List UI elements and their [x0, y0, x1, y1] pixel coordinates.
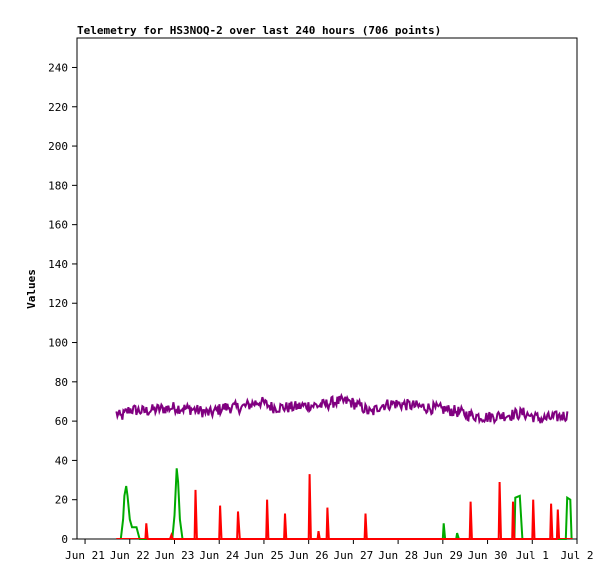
series-spikes-green [119, 468, 573, 540]
y-tick-label: 180 [48, 179, 68, 192]
y-axis-label: Values [25, 269, 38, 309]
y-tick-label: 140 [48, 258, 68, 271]
x-tick-label: Jun 26 [289, 549, 329, 562]
y-tick-label: 20 [55, 494, 68, 507]
y-tick-label: 60 [55, 415, 68, 428]
x-tick-label: Jun 27 [334, 549, 374, 562]
x-tick-label: Jul 2 [560, 549, 593, 562]
x-tick-label: Jul 1 [516, 549, 549, 562]
y-tick-label: 120 [48, 297, 68, 310]
x-tick-label: Jun 21 [65, 549, 105, 562]
x-axis: Jun 21 Jun 22 Jun 23 Jun 24 Jun 25 Jun 26 Jun … [65, 539, 594, 562]
series-line-purple [115, 392, 569, 425]
series-spikes-red [144, 474, 561, 540]
x-tick-label: Jun 24 [199, 549, 239, 562]
y-tick-label: 160 [48, 219, 68, 232]
y-axis: 0 20 40 60 80 100 120 140 160 180 200 220 240 [48, 61, 77, 546]
y-tick-label: 100 [48, 337, 68, 350]
x-tick-label: Jun 30 [468, 549, 508, 562]
y-tick-label: 240 [48, 61, 68, 74]
chart-title: Telemetry for HS3NOQ-2 over last 240 hou… [77, 24, 441, 37]
plot-area [76, 37, 578, 540]
x-tick-label: Jun 22 [110, 549, 150, 562]
y-tick-label: 0 [61, 533, 68, 546]
y-tick-label: 200 [48, 140, 68, 153]
x-tick-label: Jun 29 [423, 549, 463, 562]
y-tick-label: 80 [55, 376, 68, 389]
series-layer [115, 392, 573, 540]
y-tick-label: 220 [48, 101, 68, 114]
x-tick-label: Jun 23 [155, 549, 195, 562]
y-tick-label: 40 [55, 454, 68, 467]
x-tick-label: Jun 28 [378, 549, 418, 562]
x-tick-label: Jun 25 [244, 549, 284, 562]
